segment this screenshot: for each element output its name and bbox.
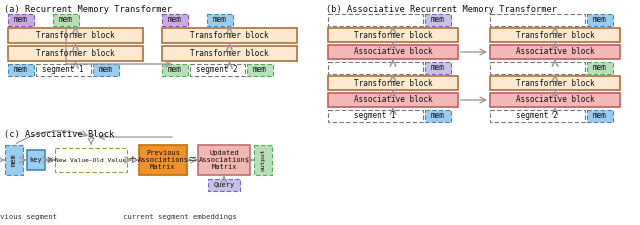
Text: Associative block: Associative block [354,95,432,104]
Text: mem: mem [168,65,182,74]
Text: Transformer block: Transformer block [516,31,595,40]
Bar [207,14,233,26]
Text: Transformer block: Transformer block [354,31,432,40]
Bar [8,14,34,26]
Text: Associations: Associations [138,157,189,163]
Text: mem: mem [253,65,267,74]
Text: ×: × [47,155,53,165]
Text: Transformer block: Transformer block [354,79,432,88]
Bar [490,76,620,90]
Bar [328,62,423,74]
Bar [328,28,458,42]
Bar [328,110,423,122]
Bar [162,46,297,61]
Text: +: + [128,153,136,166]
Bar [93,64,119,76]
Text: Associative block: Associative block [516,95,595,104]
Text: mem: mem [168,16,182,25]
Text: previous segment: previous segment [0,214,57,220]
Text: Transformer block: Transformer block [36,49,115,58]
Text: Associative block: Associative block [354,47,432,56]
Text: mem: mem [14,65,28,74]
Text: Transformer block: Transformer block [516,79,595,88]
Bar [490,14,585,26]
Bar [162,14,188,26]
Text: Associative block: Associative block [516,47,595,56]
Bar [425,110,451,122]
Bar [328,14,423,26]
Bar [36,64,91,76]
Bar [490,93,620,107]
Text: Associations: Associations [198,157,250,163]
Text: current segment embeddings: current segment embeddings [123,214,237,220]
Bar [162,28,297,43]
Text: mem: mem [431,63,445,72]
Bar [587,110,613,122]
Bar [55,148,127,172]
Text: Matrix: Matrix [211,164,237,170]
Text: Matrix: Matrix [150,164,176,170]
Text: ×: × [88,132,94,142]
Text: mem: mem [11,154,17,166]
Text: segment 2: segment 2 [196,65,238,74]
Bar [328,93,458,107]
Bar [587,62,613,74]
Text: mem: mem [593,16,607,25]
Text: mem: mem [593,112,607,121]
Text: mem: mem [99,65,113,74]
Text: mem: mem [593,63,607,72]
Bar [8,64,34,76]
Bar [8,28,143,43]
Bar [490,28,620,42]
Bar [198,145,250,175]
Bar [425,62,451,74]
Bar [8,46,143,61]
Text: =: = [188,153,196,166]
Text: mem: mem [431,112,445,121]
Bar [490,62,585,74]
Text: Query: Query [213,182,235,188]
Text: segment 1: segment 1 [42,65,84,74]
Text: segment 2: segment 2 [516,112,558,121]
Text: mem: mem [431,16,445,25]
Bar [490,45,620,59]
Text: output: output [260,149,266,171]
Text: New Value—Old Value: New Value—Old Value [56,158,127,162]
Text: mem: mem [59,16,73,25]
Text: mem: mem [14,16,28,25]
Text: Transformer block: Transformer block [190,49,269,58]
Text: mem: mem [213,16,227,25]
Text: segment 1: segment 1 [354,112,396,121]
Bar [254,145,272,175]
Bar [53,14,79,26]
Bar [162,64,188,76]
Bar [425,14,451,26]
Bar [328,45,458,59]
Bar [139,145,187,175]
Bar [27,150,45,170]
Bar [208,179,240,191]
Text: Previous: Previous [146,150,180,156]
Bar [328,76,458,90]
Bar [5,145,23,175]
Text: Transformer block: Transformer block [190,31,269,40]
Text: Transformer block: Transformer block [36,31,115,40]
Text: key: key [29,157,42,163]
Text: (c) Associative Block: (c) Associative Block [4,130,115,139]
Bar [490,110,585,122]
Text: (a) Recurrent Memory Transformer: (a) Recurrent Memory Transformer [4,5,172,14]
Bar [190,64,245,76]
Text: (b) Associative Recurrent Memory Transformer: (b) Associative Recurrent Memory Transfo… [326,5,557,14]
Bar [247,64,273,76]
Text: Updated: Updated [209,150,239,156]
Bar [587,14,613,26]
